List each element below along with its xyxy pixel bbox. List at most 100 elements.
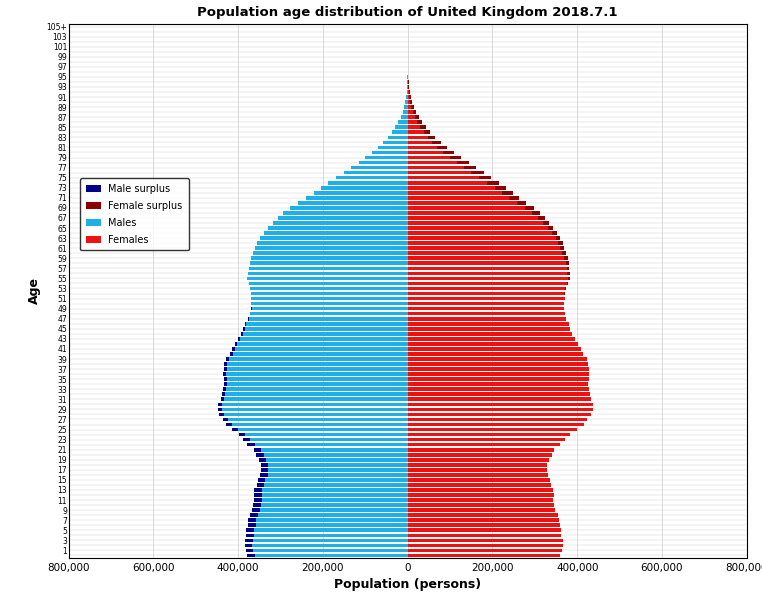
Bar	[410, 100, 411, 104]
Bar	[487, 181, 499, 185]
Bar	[406, 95, 408, 99]
Bar	[408, 438, 565, 442]
Bar	[408, 347, 581, 351]
Bar	[471, 171, 484, 175]
Bar	[408, 337, 575, 341]
Bar	[408, 256, 565, 260]
Bar	[408, 518, 559, 522]
Bar	[251, 508, 260, 512]
Bar	[378, 146, 408, 149]
Bar	[351, 166, 408, 169]
Bar	[399, 121, 408, 124]
Bar	[314, 191, 408, 194]
Bar	[261, 468, 268, 472]
Bar	[226, 377, 408, 381]
Bar	[228, 418, 408, 421]
Bar	[408, 548, 562, 552]
Bar	[408, 458, 549, 461]
Bar	[408, 373, 589, 376]
Bar	[411, 106, 414, 109]
Bar	[388, 136, 408, 139]
Bar	[328, 181, 408, 185]
Bar	[408, 130, 424, 134]
Bar	[255, 488, 262, 492]
Bar	[408, 247, 560, 250]
Bar	[408, 125, 420, 129]
Bar	[224, 397, 408, 401]
Bar	[408, 488, 553, 492]
Bar	[408, 155, 450, 160]
Bar	[223, 373, 226, 376]
Bar	[247, 277, 408, 280]
Bar	[427, 136, 435, 139]
Bar	[232, 428, 238, 431]
Bar	[365, 155, 408, 160]
Bar	[408, 503, 555, 507]
Bar	[408, 544, 563, 547]
Bar	[408, 443, 560, 446]
Bar	[268, 463, 408, 467]
Bar	[265, 478, 408, 482]
Bar	[408, 317, 566, 320]
Bar	[408, 281, 567, 285]
Bar	[252, 544, 408, 547]
Bar	[251, 297, 408, 301]
Bar	[420, 125, 426, 129]
Bar	[552, 231, 557, 235]
Bar	[224, 413, 408, 416]
Bar	[408, 483, 552, 487]
Bar	[408, 307, 564, 310]
Bar	[533, 211, 540, 215]
Bar	[558, 241, 563, 245]
Bar	[321, 186, 408, 190]
Bar	[408, 554, 560, 557]
Bar	[408, 161, 457, 164]
Bar	[257, 483, 264, 487]
Bar	[239, 433, 245, 436]
Bar	[218, 403, 222, 406]
Bar	[407, 90, 408, 94]
Bar	[223, 418, 228, 421]
Bar	[223, 392, 226, 396]
Bar	[408, 136, 427, 139]
Bar	[408, 90, 410, 94]
Bar	[392, 130, 408, 134]
Bar	[555, 236, 560, 240]
Bar	[408, 201, 517, 205]
Bar	[226, 422, 232, 427]
Bar	[337, 176, 408, 179]
Bar	[238, 342, 408, 346]
Bar	[408, 272, 568, 275]
Bar	[415, 115, 419, 119]
Bar	[408, 251, 562, 255]
Bar	[258, 478, 265, 482]
Bar	[290, 206, 408, 209]
Bar	[255, 529, 408, 532]
Bar	[245, 548, 254, 552]
Bar	[408, 146, 437, 149]
Bar	[565, 256, 568, 260]
Bar	[224, 382, 227, 386]
Bar	[250, 287, 408, 290]
Bar	[408, 357, 587, 361]
Bar	[408, 422, 584, 427]
Bar	[251, 302, 408, 305]
Bar	[408, 100, 410, 104]
Bar	[251, 312, 408, 316]
Bar	[283, 211, 408, 215]
Bar	[248, 272, 408, 275]
Bar	[256, 453, 264, 457]
Bar	[408, 292, 565, 295]
Bar	[408, 106, 411, 109]
Bar	[245, 327, 408, 331]
Bar	[408, 413, 591, 416]
Bar	[443, 151, 454, 154]
Bar	[226, 367, 408, 371]
Bar	[256, 523, 408, 527]
Bar	[408, 342, 578, 346]
Bar	[408, 186, 495, 190]
Bar	[408, 473, 548, 476]
Bar	[408, 327, 570, 331]
Bar	[409, 95, 411, 99]
Bar	[227, 382, 408, 386]
